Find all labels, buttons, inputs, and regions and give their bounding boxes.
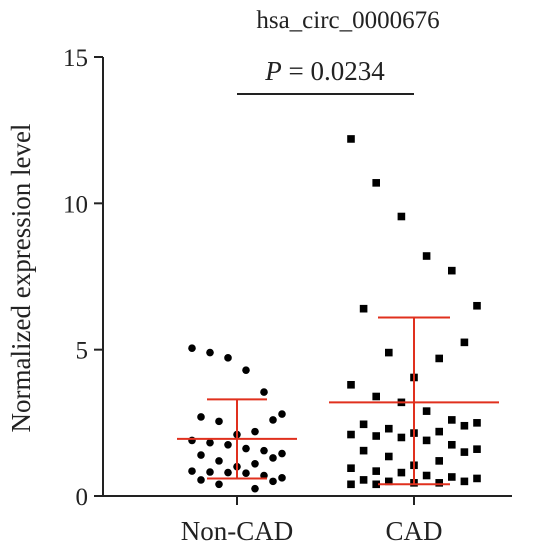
- non-cad-point: [206, 468, 214, 476]
- cad-point: [460, 338, 469, 347]
- cad-point: [347, 464, 355, 472]
- cad-point: [448, 266, 456, 275]
- non-cad-point: [269, 416, 277, 424]
- cad-point: [448, 440, 456, 449]
- non-cad-point: [197, 413, 205, 421]
- p-value: = 0.0234: [282, 56, 385, 86]
- non-cad-point: [278, 474, 286, 482]
- cad-point: [397, 212, 406, 221]
- non-cad-point: [197, 451, 205, 459]
- non-cad-point: [215, 417, 223, 426]
- cad-point: [359, 446, 368, 455]
- y-tick-label: 0: [76, 484, 89, 511]
- cad-point: [460, 448, 469, 456]
- cad-point: [359, 304, 368, 313]
- non-cad-point: [278, 410, 286, 418]
- cad-point: [460, 477, 469, 486]
- x-category-label: CAD: [385, 516, 442, 546]
- cad-point: [435, 427, 443, 436]
- cad-point: [347, 380, 355, 389]
- cad-point: [473, 301, 481, 310]
- cad-point: [372, 480, 380, 489]
- y-tick-label: 15: [63, 45, 88, 72]
- cad-point: [473, 445, 481, 453]
- cad-point: [422, 436, 431, 445]
- cad-point: [435, 457, 443, 465]
- cad-point: [473, 474, 481, 483]
- y-tick-label: 5: [76, 338, 89, 365]
- y-tick-label: 10: [63, 191, 88, 218]
- cad-point: [372, 179, 380, 187]
- cad-point: [372, 392, 380, 401]
- non-cad-point: [242, 366, 250, 374]
- y-axis-label: Normalized expression level: [6, 124, 36, 433]
- mean-sd-bars: [177, 316, 499, 486]
- data-points: [188, 135, 481, 493]
- x-categories: Non-CAD CAD: [181, 496, 443, 546]
- non-cad-point: [206, 438, 214, 447]
- cad-point: [385, 477, 393, 486]
- cad-point: [460, 421, 469, 430]
- non-cad-point: [242, 444, 250, 453]
- non-cad-point: [215, 457, 223, 465]
- cad-point: [385, 452, 393, 461]
- non-cad-point: [260, 471, 268, 480]
- cad-point: [397, 468, 406, 477]
- p-value-annotation: P = 0.0234: [264, 56, 385, 86]
- cad-point: [397, 433, 406, 442]
- x-category-label: Non-CAD: [181, 516, 294, 546]
- cad-point: [359, 476, 368, 484]
- cad-point: [448, 473, 456, 481]
- non-cad-point: [260, 446, 268, 455]
- non-cad-point: [197, 476, 205, 484]
- y-ticks: 0 5 10 15: [63, 45, 103, 511]
- p-symbol: P: [264, 56, 282, 86]
- non-cad-point: [251, 484, 259, 493]
- non-cad-point: [251, 427, 259, 436]
- non-cad-point: [224, 468, 232, 477]
- non-cad-point: [188, 344, 196, 353]
- non-cad-point: [224, 354, 232, 362]
- cad-point: [473, 419, 481, 427]
- non-cad-point: [224, 440, 232, 449]
- non-cad-point: [251, 460, 259, 468]
- cad-point: [448, 416, 456, 424]
- cad-point: [435, 479, 443, 487]
- non-cad-point: [278, 449, 286, 458]
- cad-point: [347, 480, 355, 489]
- cad-point: [422, 407, 431, 415]
- cad-point: [372, 432, 380, 440]
- non-cad-point: [269, 454, 277, 462]
- cad-point: [347, 430, 355, 439]
- cad-point: [372, 467, 380, 475]
- cad-point: [359, 420, 368, 429]
- non-cad-point: [242, 469, 250, 477]
- non-cad-point: [215, 480, 223, 489]
- non-cad-point: [188, 467, 196, 475]
- cad-point: [385, 348, 393, 357]
- chart-title: hsa_circ_0000676: [256, 7, 439, 34]
- cad-point: [422, 471, 431, 480]
- non-cad-point: [206, 348, 214, 357]
- cad-point: [347, 135, 355, 143]
- non-cad-point: [269, 477, 277, 486]
- cad-point: [385, 424, 393, 433]
- cad-point: [435, 354, 443, 363]
- non-cad-point: [260, 388, 268, 396]
- cad-point: [422, 252, 431, 260]
- non-cad-point: [188, 436, 196, 445]
